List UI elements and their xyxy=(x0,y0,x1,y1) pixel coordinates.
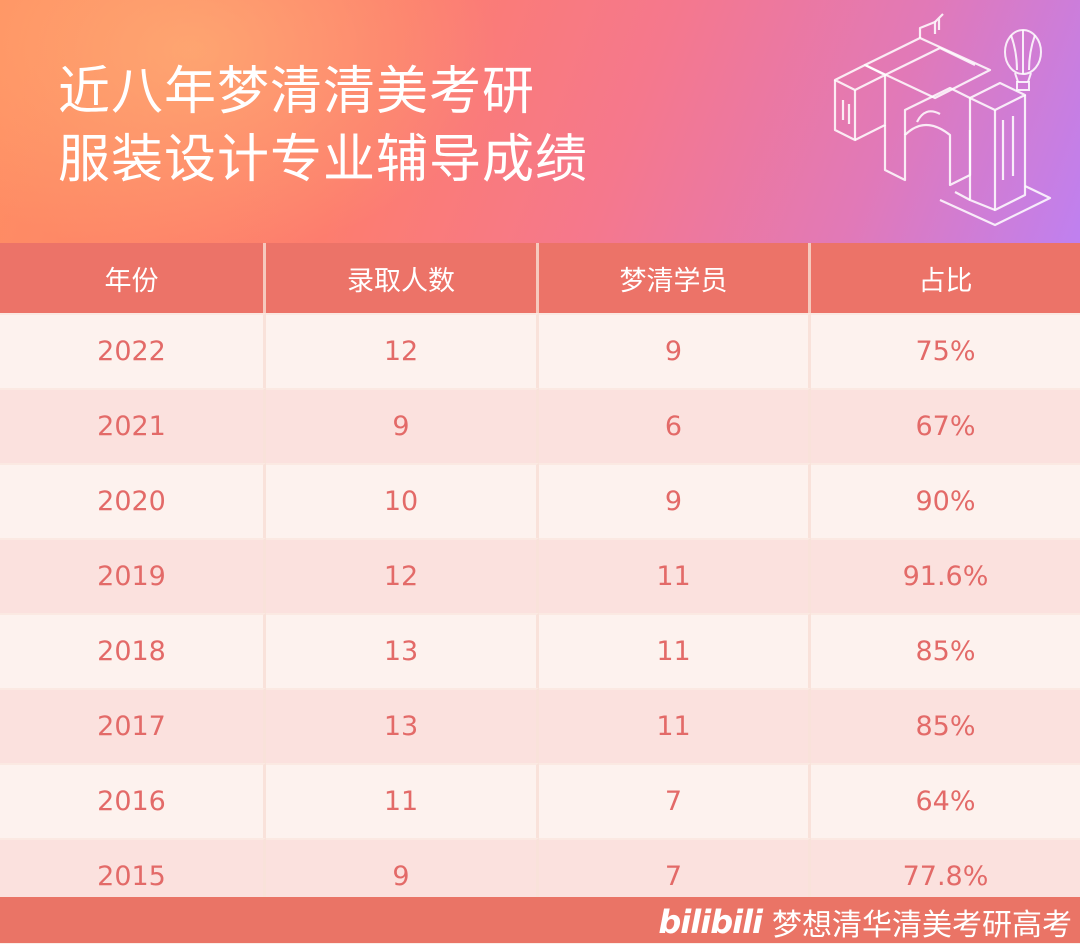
cell-year: 2020 xyxy=(0,463,266,538)
cell-ratio: 67% xyxy=(811,388,1080,463)
page-title: 近八年梦清清美考研 服装设计专业辅导成绩 xyxy=(58,58,588,194)
cell-year: 2016 xyxy=(0,763,266,838)
cell-year: 2017 xyxy=(0,688,266,763)
results-table-container: 年份 录取人数 梦清学员 占比 2022 12 9 75% 2021 9 6 6… xyxy=(0,243,1080,913)
cell-ratio: 75% xyxy=(811,313,1080,388)
building-gate-icon xyxy=(833,13,1052,227)
title-line-1: 近八年梦清清美考研 xyxy=(58,62,536,122)
table-row: 2022 12 9 75% xyxy=(0,313,1080,388)
cell-ratio: 91.6% xyxy=(811,538,1080,613)
cell-year: 2021 xyxy=(0,388,266,463)
cell-students: 11 xyxy=(539,613,811,688)
hot-air-balloon-icon xyxy=(1004,29,1042,91)
results-table: 年份 录取人数 梦清学员 占比 2022 12 9 75% 2021 9 6 6… xyxy=(0,243,1080,913)
cell-ratio: 90% xyxy=(811,463,1080,538)
table-row: 2018 13 11 85% xyxy=(0,613,1080,688)
title-line-2: 服装设计专业辅导成绩 xyxy=(58,130,589,190)
cell-admitted: 10 xyxy=(266,463,539,538)
cell-admitted: 12 xyxy=(266,538,539,613)
column-header-students: 梦清学员 xyxy=(539,243,811,313)
table-row: 2020 10 9 90% xyxy=(0,463,1080,538)
cell-students: 11 xyxy=(539,538,811,613)
footer-bar xyxy=(0,897,1080,943)
cell-admitted: 12 xyxy=(266,313,539,388)
cell-admitted: 11 xyxy=(266,763,539,838)
cell-ratio: 85% xyxy=(811,688,1080,763)
table-row: 2016 11 7 64% xyxy=(0,763,1080,838)
watermark: bilibili 梦想清华清美考研高考 xyxy=(658,900,1072,944)
table-row: 2021 9 6 67% xyxy=(0,388,1080,463)
cell-admitted: 13 xyxy=(266,688,539,763)
cell-admitted: 13 xyxy=(266,613,539,688)
column-header-year: 年份 xyxy=(0,243,266,313)
cell-ratio: 85% xyxy=(811,613,1080,688)
cell-students: 9 xyxy=(539,313,811,388)
header-banner: 近八年梦清清美考研 服装设计专业辅导成绩 xyxy=(0,0,1080,243)
column-header-ratio: 占比 xyxy=(811,243,1080,313)
cell-admitted: 9 xyxy=(266,388,539,463)
column-header-admitted: 录取人数 xyxy=(266,243,539,313)
table-row: 2019 12 11 91.6% xyxy=(0,538,1080,613)
cell-students: 11 xyxy=(539,688,811,763)
cell-students: 6 xyxy=(539,388,811,463)
table-header-row: 年份 录取人数 梦清学员 占比 xyxy=(0,243,1080,313)
bilibili-logo: bilibili xyxy=(658,903,763,941)
cell-year: 2022 xyxy=(0,313,266,388)
cell-students: 9 xyxy=(539,463,811,538)
cell-year: 2019 xyxy=(0,538,266,613)
watermark-text: 梦想清华清美考研高考 xyxy=(772,908,1072,943)
cell-ratio: 64% xyxy=(811,763,1080,838)
table-row: 2017 13 11 85% xyxy=(0,688,1080,763)
cell-students: 7 xyxy=(539,763,811,838)
cell-year: 2018 xyxy=(0,613,266,688)
